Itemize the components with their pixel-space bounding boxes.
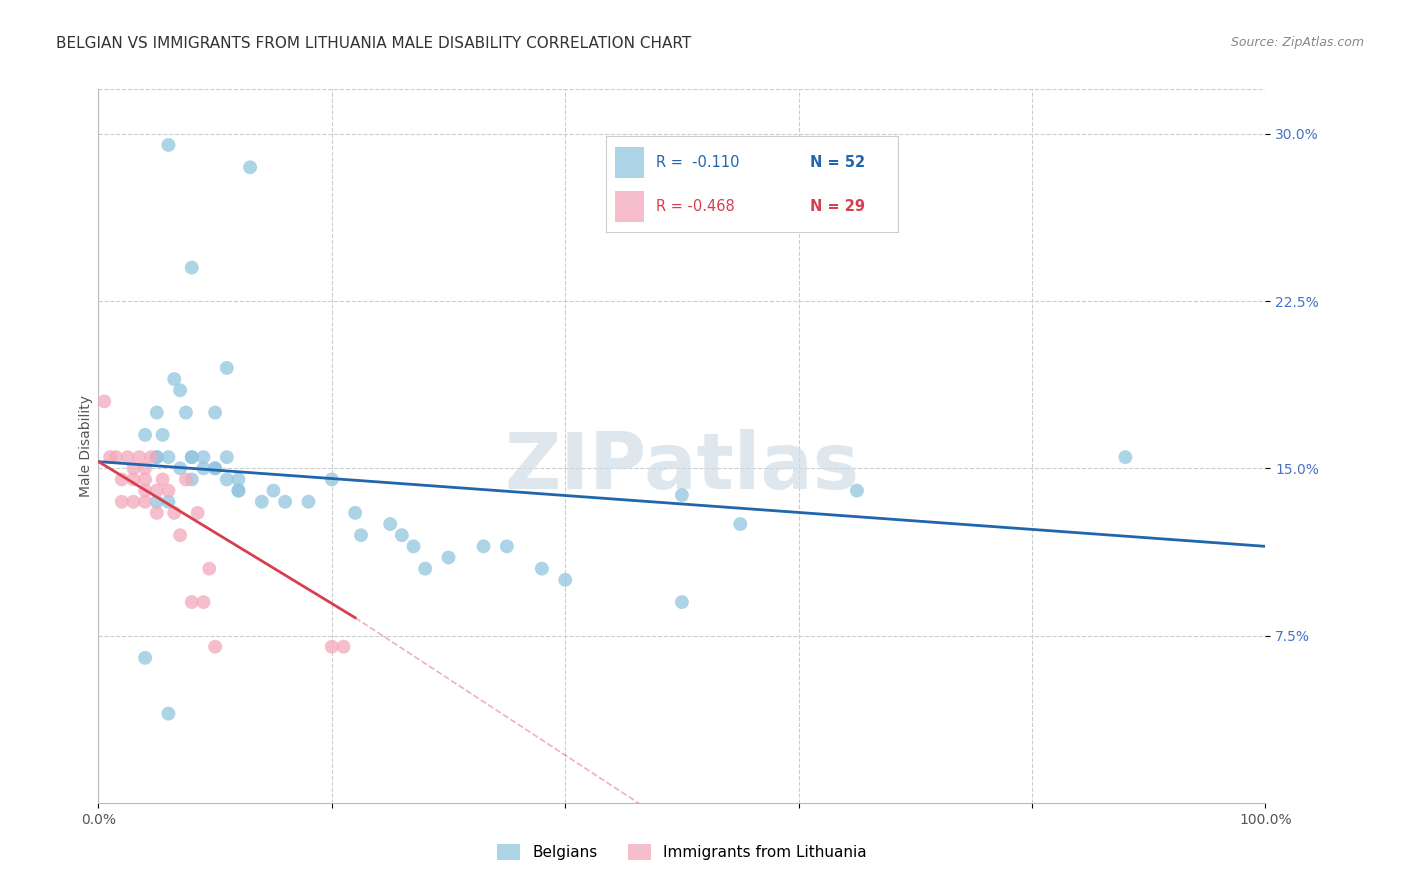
- Point: [104, 450, 127, 464]
- Point: [146, 450, 169, 464]
- Point: [228, 483, 250, 498]
- Point: [274, 494, 297, 508]
- Point: [204, 640, 226, 654]
- Point: [157, 483, 180, 498]
- Point: [215, 450, 238, 464]
- Point: [174, 405, 197, 419]
- Point: [193, 461, 215, 475]
- Point: [169, 461, 191, 475]
- Point: [134, 651, 156, 665]
- Point: [204, 461, 226, 475]
- Text: BELGIAN VS IMMIGRANTS FROM LITHUANIA MALE DISABILITY CORRELATION CHART: BELGIAN VS IMMIGRANTS FROM LITHUANIA MAL…: [56, 36, 692, 51]
- Point: [472, 539, 495, 553]
- Point: [391, 528, 413, 542]
- Point: [139, 450, 162, 464]
- Point: [215, 360, 238, 375]
- Text: ZIPatlas: ZIPatlas: [505, 429, 859, 506]
- Point: [134, 494, 156, 508]
- Point: [671, 488, 693, 502]
- Point: [169, 384, 191, 398]
- Point: [250, 494, 273, 508]
- Point: [134, 473, 156, 487]
- Point: [437, 550, 460, 565]
- Point: [204, 405, 226, 419]
- Point: [134, 427, 156, 442]
- Legend: Belgians, Immigrants from Lithuania: Belgians, Immigrants from Lithuania: [491, 838, 873, 866]
- Point: [117, 450, 139, 464]
- Point: [215, 473, 238, 487]
- Point: [180, 260, 202, 275]
- Y-axis label: Male Disability: Male Disability: [79, 395, 93, 497]
- Point: [262, 483, 284, 498]
- Point: [187, 506, 209, 520]
- Point: [671, 595, 693, 609]
- Point: [157, 706, 180, 721]
- Point: [111, 494, 134, 508]
- Point: [344, 506, 367, 520]
- Point: [163, 506, 186, 520]
- Point: [332, 640, 354, 654]
- Point: [554, 573, 576, 587]
- Point: [204, 461, 226, 475]
- Point: [98, 450, 121, 464]
- Point: [134, 483, 156, 498]
- Point: [157, 494, 180, 508]
- Point: [228, 473, 250, 487]
- Point: [93, 394, 115, 409]
- Point: [180, 473, 202, 487]
- Point: [146, 506, 169, 520]
- Point: [350, 528, 373, 542]
- Point: [163, 372, 186, 386]
- Point: [228, 483, 250, 498]
- Point: [146, 483, 169, 498]
- Point: [402, 539, 425, 553]
- Point: [152, 427, 174, 442]
- Point: [380, 516, 402, 531]
- Point: [321, 640, 343, 654]
- Point: [111, 473, 134, 487]
- Point: [122, 473, 145, 487]
- Point: [193, 450, 215, 464]
- Point: [128, 450, 150, 464]
- Point: [180, 595, 202, 609]
- Point: [157, 137, 180, 152]
- Point: [146, 494, 169, 508]
- Point: [846, 483, 869, 498]
- Point: [1114, 450, 1136, 464]
- Point: [157, 450, 180, 464]
- Point: [180, 450, 202, 464]
- Point: [239, 161, 262, 175]
- Point: [297, 494, 319, 508]
- Point: [169, 528, 191, 542]
- Point: [730, 516, 752, 531]
- Point: [413, 562, 436, 576]
- Point: [122, 494, 145, 508]
- Point: [174, 473, 197, 487]
- Point: [146, 450, 169, 464]
- Point: [321, 473, 343, 487]
- Point: [134, 461, 156, 475]
- Text: Source: ZipAtlas.com: Source: ZipAtlas.com: [1230, 36, 1364, 49]
- Point: [496, 539, 519, 553]
- Point: [198, 562, 221, 576]
- Point: [180, 450, 202, 464]
- Point: [152, 473, 174, 487]
- Point: [146, 405, 169, 419]
- Point: [122, 461, 145, 475]
- Point: [530, 562, 553, 576]
- Point: [193, 595, 215, 609]
